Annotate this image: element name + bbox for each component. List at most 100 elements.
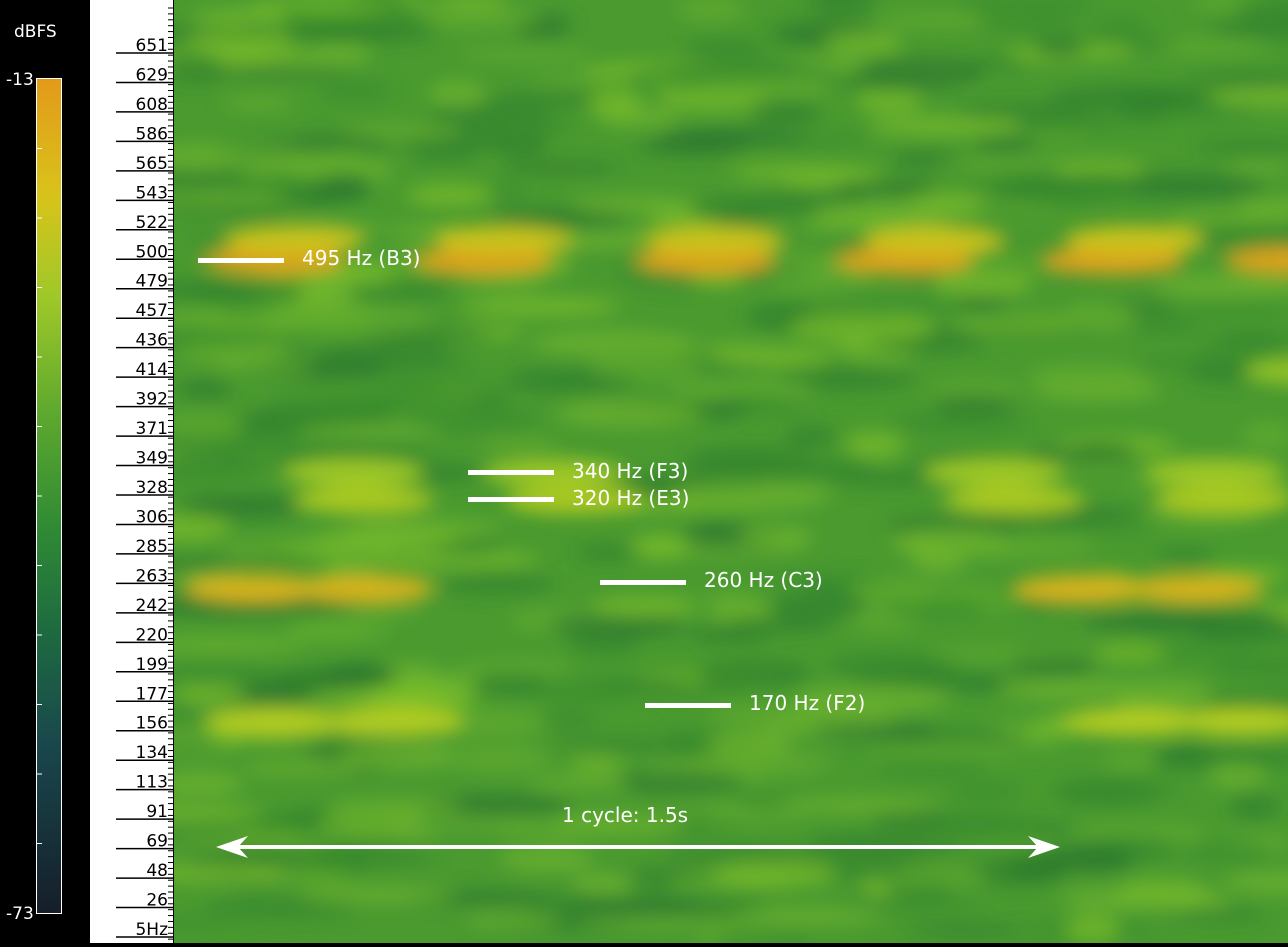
spectrogram-texture-blob bbox=[996, 678, 1140, 701]
spectrogram-texture-blob bbox=[365, 681, 446, 708]
spectrogram-texture-blob bbox=[217, 359, 312, 376]
spectrogram-band bbox=[1014, 574, 1154, 603]
spectrogram-texture-blob bbox=[1025, 114, 1118, 134]
spectrogram-texture-blob bbox=[789, 312, 936, 343]
frequency-tick-label: 328 bbox=[136, 478, 168, 498]
spectrogram-texture-blob bbox=[768, 590, 870, 620]
spectrogram-texture-blob bbox=[1128, 357, 1288, 368]
spectrogram-band bbox=[634, 246, 774, 275]
spectrogram-texture-blob bbox=[681, 750, 833, 777]
spectrogram-texture-blob bbox=[203, 896, 358, 919]
spectrogram-texture-blob bbox=[689, 197, 771, 222]
spectrogram-texture-blob bbox=[894, 865, 988, 887]
spectrogram-texture-blob bbox=[344, 605, 426, 618]
spectrogram-texture-blob bbox=[141, 279, 309, 295]
spectrogram-texture-blob bbox=[1207, 18, 1288, 40]
frequency-tick-label: 156 bbox=[136, 714, 168, 734]
spectrogram-texture-blob bbox=[708, 346, 835, 367]
spectrogram-texture-blob bbox=[1057, 172, 1137, 193]
spectrogram-texture-blob bbox=[555, 400, 703, 427]
spectrogram-texture-blob bbox=[827, 652, 945, 680]
spectrogram-texture-blob bbox=[143, 863, 288, 883]
spectrogram-heatmap bbox=[100, 0, 1288, 947]
spectrogram-texture-blob bbox=[1144, 39, 1270, 56]
frequency-marker bbox=[645, 702, 731, 708]
spectrogram-texture-blob bbox=[318, 173, 373, 195]
spectrogram-texture-blob bbox=[703, 704, 832, 725]
spectrogram-texture-blob bbox=[682, 39, 767, 59]
spectrogram-texture-blob bbox=[628, 534, 690, 560]
spectrogram-texture-blob bbox=[529, 74, 631, 85]
spectrogram-band bbox=[644, 225, 784, 254]
spectrogram-texture-blob bbox=[471, 671, 547, 696]
spectrogram-texture-blob bbox=[406, 183, 495, 207]
frequency-tick-label: 91 bbox=[146, 802, 168, 822]
spectrogram-texture-blob bbox=[1033, 38, 1086, 57]
frequency-tick-label: 242 bbox=[136, 596, 168, 616]
spectrogram-band bbox=[1244, 358, 1288, 385]
spectrogram-texture-blob bbox=[730, 908, 884, 925]
spectrogram-band bbox=[284, 458, 424, 487]
spectrogram-texture-blob bbox=[272, 443, 434, 461]
spectrogram-texture-blob bbox=[1046, 779, 1183, 800]
frequency-tick-label: 522 bbox=[136, 213, 168, 233]
spectrogram-texture-blob bbox=[431, 815, 544, 830]
dbfs-color-scale bbox=[36, 78, 62, 914]
frequency-tick-label: 392 bbox=[136, 390, 168, 410]
spectrogram-texture-blob bbox=[284, 618, 364, 641]
spectrogram-texture-blob bbox=[908, 924, 1024, 936]
spectrogram-texture-blob bbox=[458, 47, 592, 62]
frequency-tick-label: 285 bbox=[136, 537, 168, 557]
spectrogram-texture-blob bbox=[791, 685, 949, 713]
spectrogram-texture-blob bbox=[668, 480, 832, 511]
frequency-annotation-label: 495 Hz (B3) bbox=[302, 246, 421, 271]
spectrogram-texture-blob bbox=[174, 683, 247, 705]
spectrogram-texture-blob bbox=[459, 394, 511, 413]
spectrogram-texture-blob bbox=[1207, 763, 1268, 789]
frequency-tick-label: 629 bbox=[136, 65, 168, 85]
spectrogram-texture-blob bbox=[929, 646, 1089, 659]
spectrogram-texture-blob bbox=[737, 793, 789, 811]
spectrogram-texture-blob bbox=[1081, 611, 1225, 633]
spectrogram-texture-blob bbox=[850, 578, 940, 604]
spectrogram-texture-blob bbox=[330, 802, 396, 817]
frequency-annotation-label: 340 Hz (F3) bbox=[572, 458, 689, 483]
spectrogram-texture-blob bbox=[479, 440, 558, 451]
spectrogram-texture-blob bbox=[1063, 302, 1138, 331]
spectrogram-texture-blob bbox=[683, 447, 820, 471]
spectrogram-texture-blob bbox=[550, 739, 696, 751]
spectrogram-texture-blob bbox=[188, 10, 248, 29]
spectrogram-texture-blob bbox=[1123, 317, 1204, 333]
spectrogram-texture-blob bbox=[568, 897, 705, 917]
spectrogram-texture-blob bbox=[1043, 845, 1136, 870]
frequency-tick-label: 306 bbox=[136, 507, 168, 527]
dbfs-scale-ticks bbox=[37, 148, 42, 844]
spectrogram-texture-blob bbox=[1166, 907, 1265, 922]
spectrogram-texture-blob bbox=[324, 825, 443, 842]
spectrogram-texture-blob bbox=[587, 88, 642, 118]
frequency-tick-label: 457 bbox=[136, 301, 168, 321]
spectrogram-texture-blob bbox=[156, 771, 244, 797]
cycle-arrow-right-head bbox=[1028, 836, 1060, 858]
spectrogram-texture-blob bbox=[877, 754, 988, 779]
spectrogram-texture-blob bbox=[928, 381, 1025, 398]
spectrogram-texture-blob bbox=[1104, 173, 1267, 199]
spectrogram-texture-blob bbox=[867, 115, 1021, 137]
spectrogram-texture-blob bbox=[419, 793, 572, 818]
spectrogram-texture-blob bbox=[1236, 198, 1288, 217]
spectrogram-texture-blob bbox=[836, 898, 985, 913]
spectrogram-texture-blob bbox=[1016, 822, 1077, 834]
dbfs-unit-label: dBFS bbox=[14, 22, 57, 42]
spectrogram-texture-blob bbox=[912, 813, 1031, 835]
spectrogram-band bbox=[324, 707, 464, 736]
spectrogram-band bbox=[434, 225, 574, 254]
spectrogram-texture-blob bbox=[539, 712, 598, 728]
frequency-annotation-label: 260 Hz (C3) bbox=[704, 568, 823, 593]
frequency-tick-label: 371 bbox=[136, 419, 168, 439]
frequency-tick-label: 69 bbox=[146, 832, 168, 852]
spectrogram-texture-blob bbox=[1060, 889, 1160, 910]
spectrogram-band bbox=[924, 458, 1064, 487]
spectrogram-texture-blob bbox=[1187, 629, 1288, 645]
spectrogram-texture-blob bbox=[1070, 441, 1138, 460]
spectrogram-texture-blob bbox=[710, 862, 837, 888]
